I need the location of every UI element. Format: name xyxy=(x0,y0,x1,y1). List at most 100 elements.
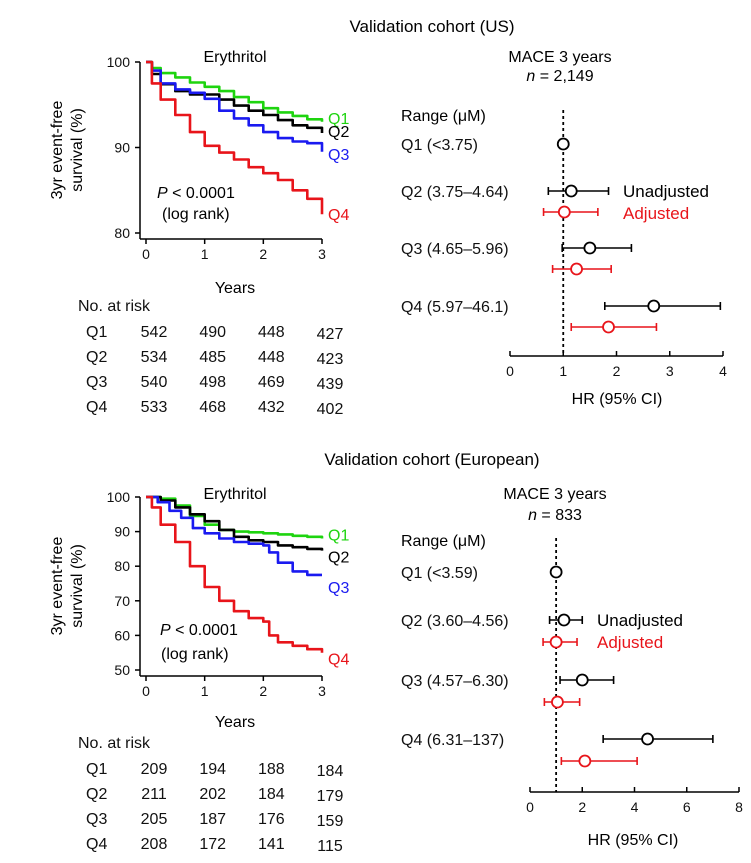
km-pvalue-europe-rest: < 0.0001 xyxy=(171,622,238,639)
forest-point-adjusted-europe xyxy=(578,754,592,768)
forest-range-header-europe: Range (μM) xyxy=(401,533,486,550)
forest-legend-adjusted-us: Adjusted xyxy=(623,204,689,223)
risk-table-title-europe: No. at risk xyxy=(78,735,151,752)
risk-cell-europe: 187 xyxy=(199,811,226,828)
km-series-label-europe-q2: Q2 xyxy=(328,550,349,567)
km-x-tick-label-us: 1 xyxy=(201,246,209,262)
risk-cell-europe: 208 xyxy=(141,836,168,853)
risk-cell-us: 542 xyxy=(141,324,168,341)
km-curve-europe-q2 xyxy=(146,495,324,551)
risk-cell-us: 490 xyxy=(199,324,226,341)
forest-x-tick-label-europe: 6 xyxy=(683,799,691,815)
forest-x-tick-label-europe: 8 xyxy=(735,799,743,815)
risk-cell-europe: 179 xyxy=(317,788,344,805)
forest-point-unadjusted-us xyxy=(647,299,661,313)
km-y-tick-label-us: 80 xyxy=(114,225,130,241)
km-series-label-us-q3: Q3 xyxy=(328,147,349,164)
forest-legend-unadjusted-europe: Unadjusted xyxy=(597,611,683,630)
risk-cell-europe: 141 xyxy=(258,836,285,853)
km-x-tick-label-us: 3 xyxy=(318,246,326,262)
risk-cell-us: 533 xyxy=(141,399,168,416)
forest-n-europe: n = 833 xyxy=(528,507,582,524)
km-title-europe: Erythritol xyxy=(203,486,266,503)
risk-cell-us: 448 xyxy=(258,324,285,341)
forest-n-europe-label: n xyxy=(528,507,537,524)
km-series-label-us-q4: Q4 xyxy=(328,207,349,224)
forest-point-adjusted-us xyxy=(557,205,571,219)
km-curve-us-q4 xyxy=(146,60,324,215)
forest-point-unadjusted-europe xyxy=(575,673,589,687)
km-series-label-us-q2: Q2 xyxy=(328,124,349,141)
forest-point-adjusted-europe xyxy=(551,695,564,709)
risk-cell-europe: 188 xyxy=(258,761,285,778)
forest-n-europe-value: = 833 xyxy=(537,507,582,524)
forest-point-adjusted-us xyxy=(570,262,583,276)
km-x-tick-label-europe: 3 xyxy=(318,683,326,699)
km-x-tick-label-us: 0 xyxy=(142,246,150,262)
forest-row-label-us: Q3 (4.65–5.96) xyxy=(401,241,509,258)
km-ylabel-europe-line1: 3yr event-free xyxy=(49,537,66,636)
km-y-tick-label-us: 100 xyxy=(107,54,131,70)
forest-xlabel-us: HR (95% CI) xyxy=(572,391,663,408)
forest-row-label-europe: Q1 (<3.59) xyxy=(401,565,478,582)
km-x-tick-label-europe: 0 xyxy=(142,683,150,699)
risk-cell-europe: 115 xyxy=(317,838,343,855)
forest-title-us: MACE 3 years xyxy=(508,49,611,66)
risk-row-label-europe: Q1 xyxy=(86,761,107,778)
forest-range-header-us: Range (μM) xyxy=(401,108,486,125)
forest-x-tick-label-us: 2 xyxy=(613,363,621,379)
km-y-tick-label-europe: 50 xyxy=(114,662,130,678)
forest-row-label-us: Q2 (3.75–4.64) xyxy=(401,184,509,201)
km-series-label-europe-q4: Q4 xyxy=(328,652,349,669)
risk-row-label-us: Q2 xyxy=(86,349,107,366)
risk-table-title-us: No. at risk xyxy=(78,298,151,315)
risk-cell-us: 432 xyxy=(258,399,285,416)
panel-title-europe: Validation cohort (European) xyxy=(324,450,539,469)
risk-cell-us: 469 xyxy=(258,374,285,391)
risk-cell-us: 534 xyxy=(141,349,168,366)
forest-n-us-value: = 2,149 xyxy=(535,68,593,85)
forest-n-us: n = 2,149 xyxy=(526,68,593,85)
forest-n-us-label: n xyxy=(526,68,535,85)
risk-cell-us: 498 xyxy=(199,374,226,391)
km-y-tick-label-europe: 100 xyxy=(107,489,131,505)
km-ylabel-europe-line2: survival (%) xyxy=(69,544,86,628)
risk-row-label-europe: Q2 xyxy=(86,786,107,803)
forest-point-unadjusted-europe xyxy=(549,565,563,579)
km-y-tick-label-europe: 60 xyxy=(114,627,130,643)
km-x-tick-label-europe: 1 xyxy=(201,683,209,699)
risk-cell-europe: 211 xyxy=(141,786,167,803)
forest-x-tick-label-europe: 2 xyxy=(578,799,586,815)
forest-point-unadjusted-us xyxy=(564,184,578,198)
forest-xlabel-europe: HR (95% CI) xyxy=(588,832,679,849)
risk-cell-us: 423 xyxy=(317,351,344,368)
risk-cell-us: 540 xyxy=(141,374,168,391)
forest-x-tick-label-us: 3 xyxy=(666,363,674,379)
risk-cell-us: 402 xyxy=(317,401,344,418)
km-pvalue-us: P < 0.0001 xyxy=(157,185,235,202)
risk-cell-europe: 194 xyxy=(199,761,226,778)
forest-title-europe: MACE 3 years xyxy=(503,486,606,503)
km-pvalue-us-rest: < 0.0001 xyxy=(168,185,235,202)
km-ylabel-us-line1: 3yr event-free xyxy=(49,101,66,200)
km-curve-europe-q3 xyxy=(146,495,322,577)
forest-legend-unadjusted-us: Unadjusted xyxy=(623,182,709,201)
risk-row-label-europe: Q3 xyxy=(86,811,107,828)
km-y-tick-label-us: 90 xyxy=(114,140,130,156)
km-ylabel-us-line2: survival (%) xyxy=(69,108,86,192)
risk-row-label-us: Q4 xyxy=(86,399,107,416)
km-y-tick-label-europe: 70 xyxy=(114,593,130,609)
risk-cell-us: 439 xyxy=(317,376,344,393)
forest-x-tick-label-europe: 0 xyxy=(526,799,534,815)
risk-cell-us: 485 xyxy=(199,349,226,366)
forest-x-tick-label-us: 0 xyxy=(506,363,514,379)
km-xlabel-us: Years xyxy=(215,280,255,297)
km-series-label-europe-q3: Q3 xyxy=(328,580,349,597)
km-xlabel-europe: Years xyxy=(215,714,255,731)
risk-cell-europe: 184 xyxy=(317,763,344,780)
forest-x-tick-label-europe: 4 xyxy=(631,799,639,815)
forest-point-adjusted-us xyxy=(602,320,615,334)
risk-cell-europe: 202 xyxy=(199,786,226,803)
forest-point-adjusted-europe xyxy=(549,635,563,649)
